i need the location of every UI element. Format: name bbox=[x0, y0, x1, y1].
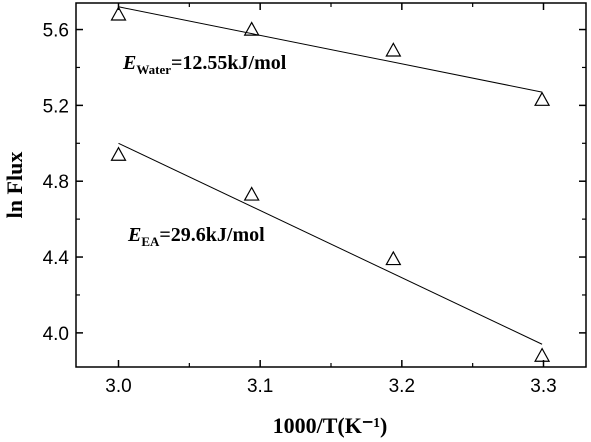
data-point-triangle bbox=[243, 186, 260, 201]
y-tick-label: 4.8 bbox=[43, 172, 69, 193]
data-point-triangle bbox=[385, 42, 402, 57]
y-axis-title: ln Flux bbox=[2, 152, 27, 219]
annotation-water-subscript: Water bbox=[136, 62, 171, 77]
annotation-water-symbol: E bbox=[122, 52, 136, 74]
y-tick-label: 5.2 bbox=[43, 96, 69, 117]
y-tick-label: 5.6 bbox=[43, 21, 69, 42]
annotation-water-value: =12.55kJ/mol bbox=[171, 52, 287, 74]
fit-line-2 bbox=[118, 142, 543, 345]
annotation-ea-value: =29.6kJ/mol bbox=[159, 224, 265, 246]
y-axis-ticks: 4.0 4.4 4.8 5.2 5.6 bbox=[43, 21, 586, 345]
data-point-triangle bbox=[385, 250, 402, 266]
x-tick-label: 3.2 bbox=[389, 376, 415, 397]
fit-line-1 bbox=[118, 6, 543, 93]
annotation-ea-subscript: EA bbox=[141, 234, 160, 249]
data-point-triangle bbox=[534, 347, 551, 362]
data-point-triangle bbox=[534, 91, 551, 106]
x-tick-label: 3.1 bbox=[247, 376, 273, 397]
x-axis-title: 1000/T(K⁻¹) bbox=[273, 413, 388, 438]
x-tick-label: 3.3 bbox=[530, 376, 556, 397]
annotation-ea-symbol: E bbox=[127, 224, 141, 246]
y-tick-label: 4.0 bbox=[43, 324, 69, 345]
x-tick-label: 3.0 bbox=[105, 376, 131, 397]
annotation-ea: EEA=29.6kJ/mol bbox=[127, 224, 265, 249]
data-point-triangle bbox=[110, 6, 127, 21]
fit-lines bbox=[118, 6, 543, 345]
annotation-water: EWater=12.55kJ/mol bbox=[122, 52, 287, 77]
data-point-triangle bbox=[110, 146, 127, 161]
data-markers bbox=[110, 6, 551, 362]
data-point-triangle bbox=[243, 21, 260, 36]
plot-frame bbox=[75, 2, 587, 368]
x-axis-ticks: 3.0 3.1 3.2 3.3 bbox=[105, 3, 557, 397]
y-tick-label: 4.4 bbox=[43, 248, 70, 269]
